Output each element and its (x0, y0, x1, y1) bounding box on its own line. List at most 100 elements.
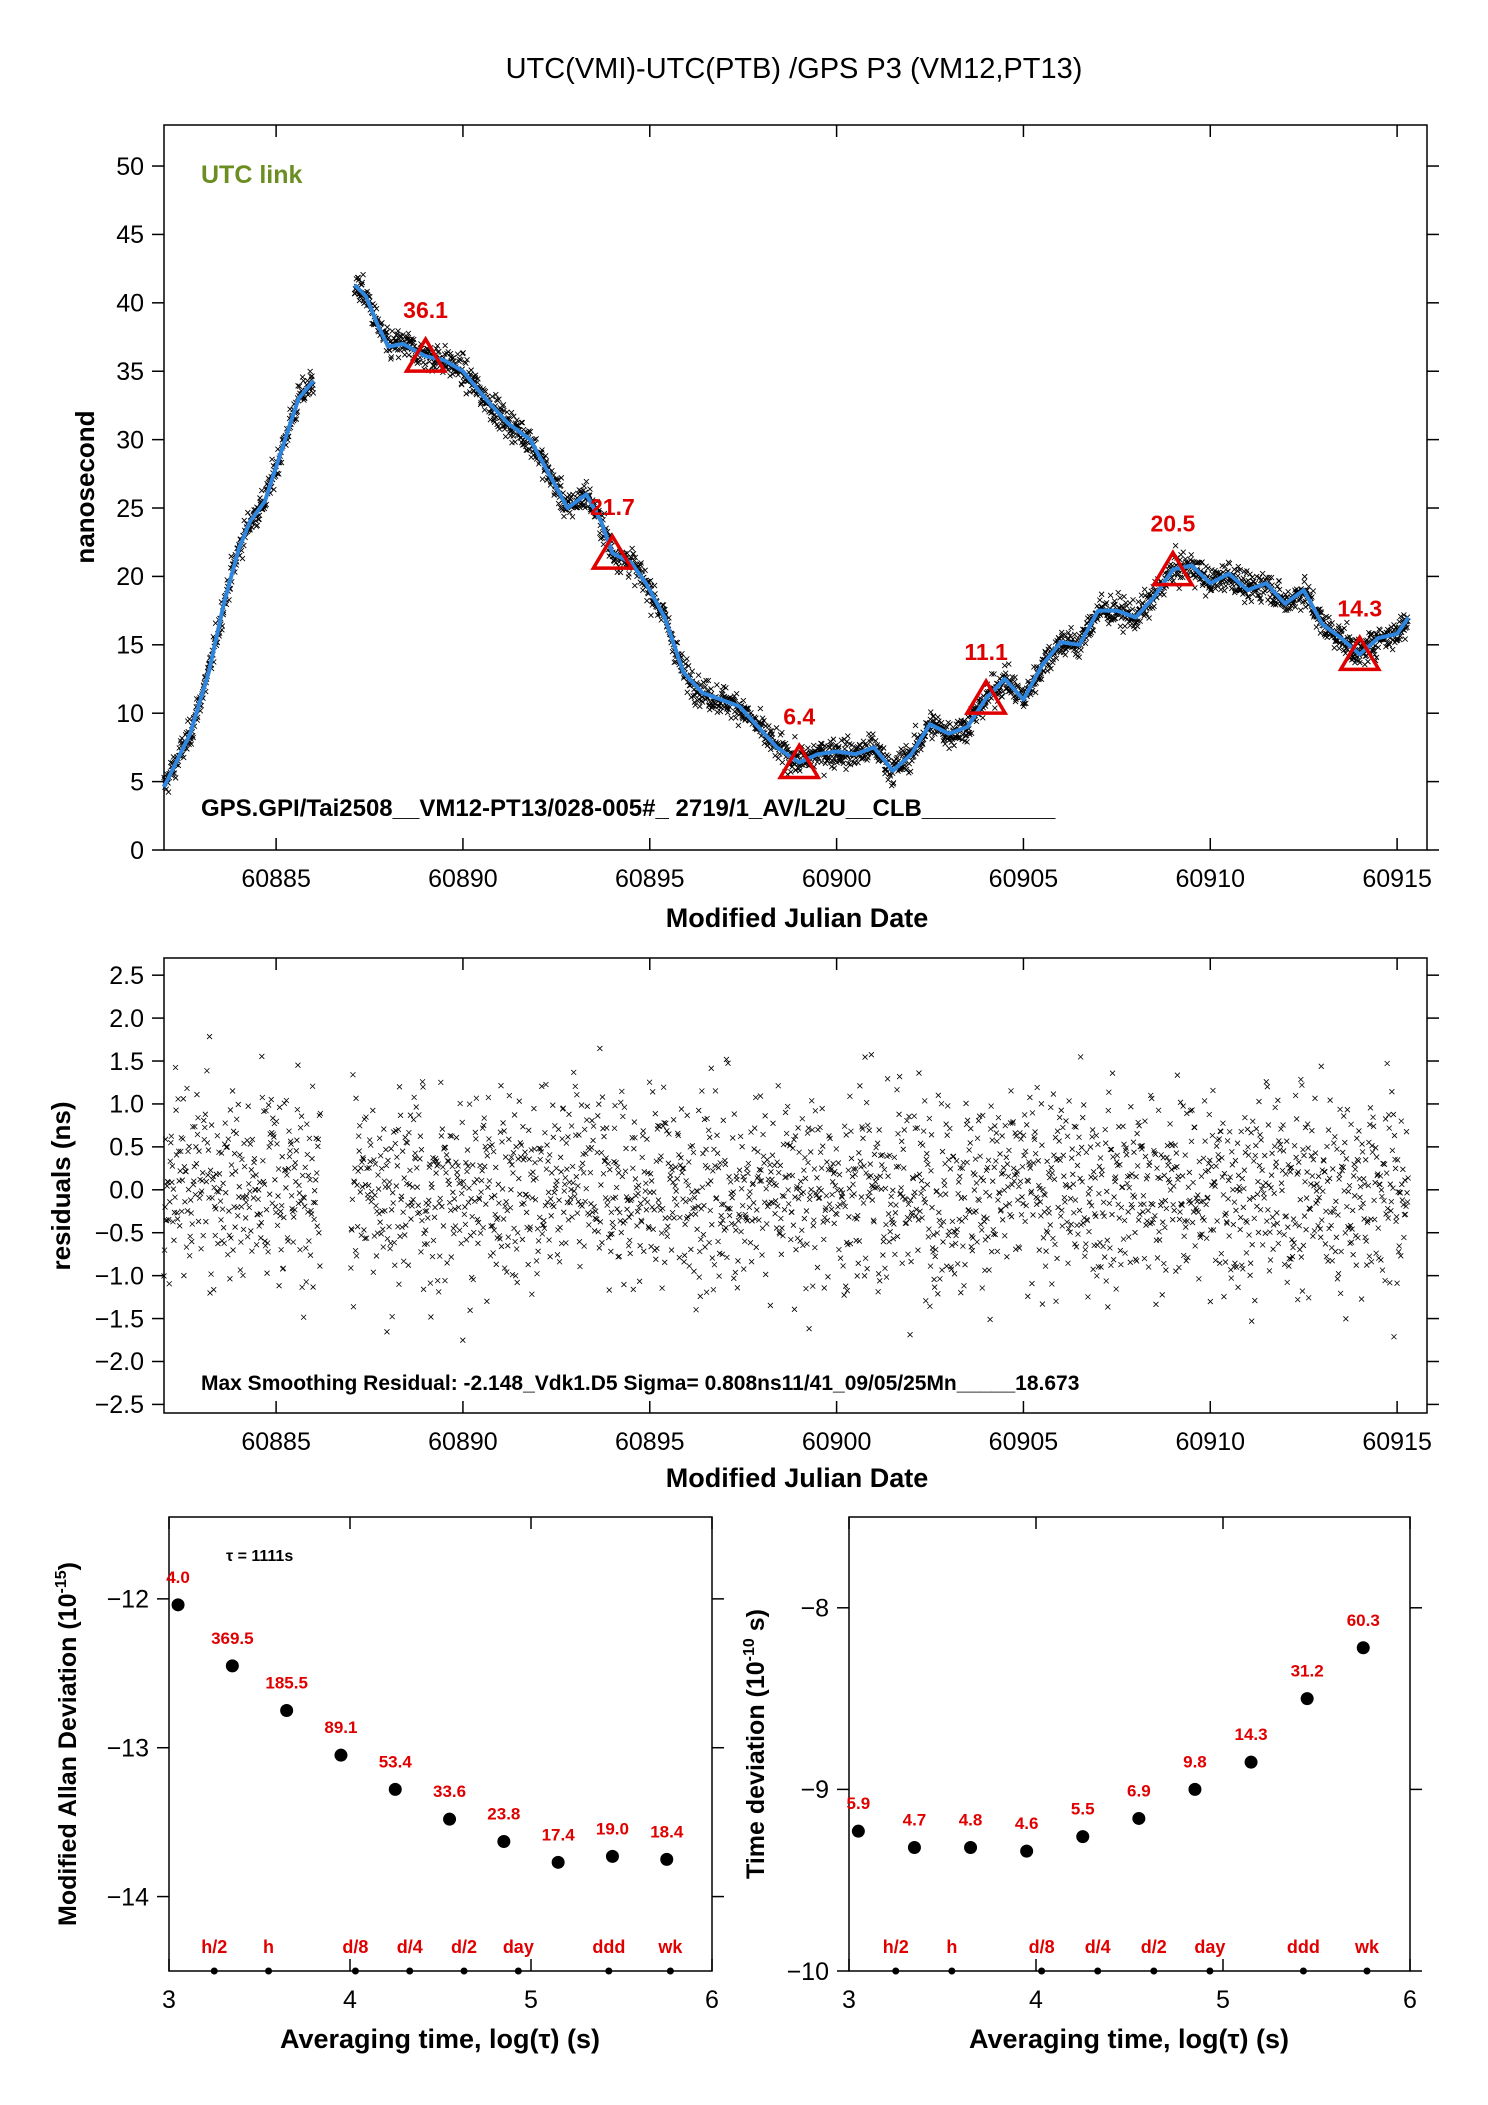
data-point (1073, 648, 1080, 654)
residual-point (481, 1115, 488, 1121)
data-point (241, 517, 248, 524)
residual-point (226, 1208, 232, 1214)
residual-point (280, 1265, 287, 1272)
residual-point (296, 1182, 302, 1189)
residual-point (1240, 1204, 1247, 1211)
residual-point (1102, 1140, 1109, 1146)
residual-point (429, 1184, 435, 1191)
residual-point (779, 1225, 785, 1231)
marker-label: 36.1 (403, 297, 448, 323)
residual-point (234, 1212, 241, 1219)
data-point (1110, 602, 1117, 608)
residual-point (1192, 1243, 1198, 1249)
residual-point (170, 1186, 177, 1192)
residual-point (1103, 1188, 1110, 1195)
residual-point (1018, 1136, 1024, 1142)
residual-point (381, 1126, 387, 1132)
residual-point (1095, 1264, 1102, 1270)
data-point (702, 684, 709, 690)
residual-point (1120, 1236, 1127, 1242)
data-point (830, 736, 837, 743)
residual-point (353, 1253, 360, 1259)
residual-point (1238, 1262, 1245, 1269)
residual-point (462, 1221, 469, 1228)
residual-point (891, 1154, 898, 1161)
residual-point (1156, 1228, 1162, 1235)
residual-point (737, 1213, 743, 1220)
data-point (943, 723, 950, 730)
residual-point (1039, 1142, 1045, 1148)
residual-point (240, 1226, 247, 1233)
residual-point (376, 1210, 382, 1217)
residual-point (1155, 1107, 1162, 1114)
residual-point (1289, 1237, 1295, 1243)
data-point (434, 343, 441, 349)
residual-point (788, 1236, 794, 1243)
residual-point (1185, 1184, 1192, 1191)
residual-point (818, 1187, 824, 1194)
data-point (844, 733, 851, 739)
residual-point (987, 1316, 993, 1323)
residual-point (915, 1247, 921, 1253)
data-point (1146, 615, 1152, 621)
residual-point (1298, 1254, 1305, 1260)
data-point (1105, 620, 1112, 627)
residual-point (988, 1248, 995, 1255)
residual-point (383, 1146, 389, 1153)
residual-point (781, 1206, 788, 1213)
residual-point (278, 1246, 284, 1253)
residual-point (473, 1136, 479, 1142)
data-point (422, 361, 429, 368)
residual-point (817, 1124, 823, 1131)
residual-point (757, 1093, 764, 1099)
residual-point (1280, 1148, 1287, 1154)
residual-point (499, 1186, 506, 1192)
residual-point (469, 1213, 475, 1220)
residual-point (504, 1242, 511, 1249)
data-point (355, 277, 362, 283)
y-tick-label: 1.5 (109, 1048, 144, 1076)
residual-point (1195, 1209, 1202, 1215)
residual-point (183, 1244, 190, 1250)
residual-point (454, 1174, 461, 1181)
data-point (394, 331, 400, 337)
residual-point (726, 1212, 733, 1219)
residual-point (953, 1158, 960, 1164)
residual-point (199, 1170, 206, 1176)
residual-point (245, 1181, 252, 1187)
residual-point (856, 1150, 862, 1156)
data-point (733, 690, 740, 697)
residual-point (1104, 1237, 1111, 1244)
data-point (1038, 676, 1045, 683)
residual-point (806, 1196, 813, 1203)
residual-point (824, 1159, 830, 1165)
residual-point (608, 1248, 614, 1255)
residual-point (1140, 1209, 1146, 1215)
residual-point (260, 1157, 266, 1164)
residual-point (871, 1151, 878, 1158)
residual-point (801, 1215, 808, 1222)
residual-point (387, 1245, 393, 1252)
residual-point (372, 1192, 378, 1199)
residual-point (730, 1275, 737, 1282)
residual-point (1134, 1130, 1140, 1137)
residual-point (1055, 1204, 1061, 1211)
residual-point (918, 1190, 924, 1197)
residual-point (255, 1187, 262, 1193)
residual-point (992, 1123, 998, 1129)
data-point (514, 417, 520, 423)
residual-point (1266, 1268, 1273, 1274)
residual-point (795, 1125, 801, 1131)
data-point (890, 780, 897, 786)
residual-point (921, 1196, 927, 1202)
residual-point (1203, 1235, 1210, 1242)
marker-label: 21.7 (590, 494, 635, 520)
residual-point (1226, 1128, 1233, 1135)
residual-point (657, 1157, 663, 1163)
residual-point (1291, 1142, 1298, 1149)
data-point (831, 755, 837, 762)
residual-point (1096, 1190, 1102, 1197)
residual-point (563, 1240, 569, 1246)
residual-point (630, 1286, 637, 1293)
residual-point (597, 1045, 603, 1052)
